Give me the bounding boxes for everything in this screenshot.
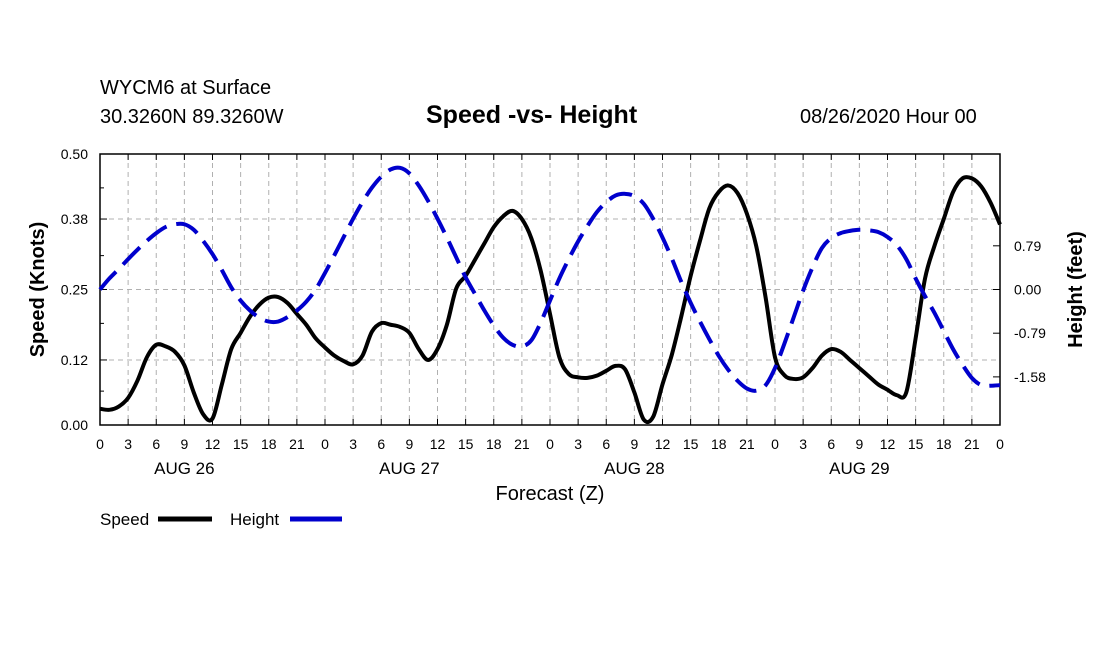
- chart-title: Speed -vs- Height: [426, 101, 638, 129]
- x-tick-label: 0: [996, 436, 1004, 452]
- x-axis-title: Forecast (Z): [496, 483, 605, 505]
- speed-series-line: [99, 175, 1002, 425]
- x-tick-label: 21: [739, 436, 755, 452]
- day-label: AUG 27: [379, 459, 439, 478]
- y-tick-label: 0.50: [61, 146, 88, 162]
- station-name: WYCM6 at Surface: [100, 77, 272, 99]
- forecast-datetime: 08/26/2020 Hour 00: [800, 106, 977, 128]
- x-tick-label: 21: [514, 436, 530, 452]
- y-tick-label: 0.00: [61, 417, 88, 433]
- x-tick-label: 21: [289, 436, 305, 452]
- x-tick-label: 21: [964, 436, 980, 452]
- x-tick-label: 12: [880, 436, 896, 452]
- x-tick-label: 6: [152, 436, 160, 452]
- y-axis-title: Speed (Knots): [27, 222, 49, 358]
- station-coordinates: 30.3260N 89.3260W: [100, 106, 284, 128]
- x-tick-label: 0: [96, 436, 104, 452]
- legend-speed-swatch: [158, 516, 212, 522]
- x-tick-label: 15: [683, 436, 699, 452]
- x-tick-label: 3: [349, 436, 357, 452]
- x-tick-label: 3: [124, 436, 132, 452]
- x-tick-label: 9: [405, 436, 413, 452]
- height-series-line: [98, 165, 1001, 393]
- y-tick-label: 0.12: [61, 352, 88, 368]
- x-tick-label: 0: [771, 436, 779, 452]
- y2-axis-title: Height (feet): [1065, 231, 1087, 348]
- x-tick-label: 18: [936, 436, 952, 452]
- y-tick-label: 0.38: [61, 211, 88, 227]
- day-label: AUG 26: [154, 459, 214, 478]
- x-tick-label: 15: [908, 436, 924, 452]
- x-tick-label: 6: [377, 436, 385, 452]
- x-tick-label: 18: [261, 436, 277, 452]
- y2-tick-label: 0.00: [1014, 282, 1041, 298]
- y2-tick-label: 0.79: [1014, 238, 1041, 254]
- x-tick-label: 9: [180, 436, 188, 452]
- x-tick-label: 0: [321, 436, 329, 452]
- x-tick-label: 18: [711, 436, 727, 452]
- x-tick-label: 3: [574, 436, 582, 452]
- x-tick-label: 0: [546, 436, 554, 452]
- day-label: AUG 28: [604, 459, 664, 478]
- x-tick-label: 12: [430, 436, 446, 452]
- x-tick-label: 15: [233, 436, 249, 452]
- x-tick-label: 6: [827, 436, 835, 452]
- legend-height-swatch: [290, 516, 342, 522]
- legend-speed-label: Speed: [100, 510, 150, 529]
- x-tick-label: 9: [630, 436, 638, 452]
- legend-height-label: Height: [230, 510, 280, 529]
- x-tick-label: 9: [855, 436, 863, 452]
- x-tick-label: 12: [655, 436, 671, 452]
- x-tick-label: 6: [602, 436, 610, 452]
- y2-tick-label: -1.58: [1014, 369, 1046, 385]
- x-tick-label: 18: [486, 436, 502, 452]
- x-tick-label: 12: [205, 436, 221, 452]
- x-tick-label: 3: [799, 436, 807, 452]
- y2-tick-label: -0.79: [1014, 325, 1046, 341]
- y-tick-label: 0.25: [61, 282, 88, 298]
- x-tick-label: 15: [458, 436, 474, 452]
- day-label: AUG 29: [829, 459, 889, 478]
